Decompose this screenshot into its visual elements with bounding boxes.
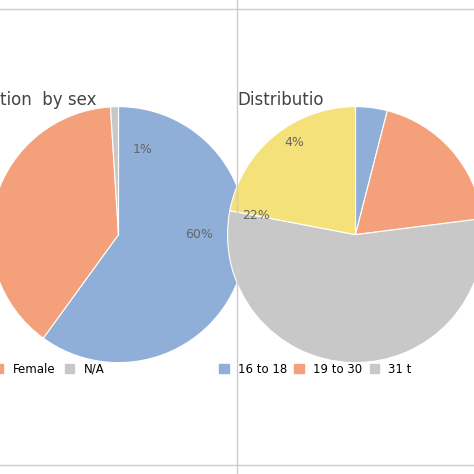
Wedge shape bbox=[43, 107, 246, 363]
Wedge shape bbox=[230, 107, 356, 235]
Wedge shape bbox=[0, 107, 118, 338]
Legend: 16 to 18, 19 to 30, 31 t: 16 to 18, 19 to 30, 31 t bbox=[219, 363, 412, 376]
Text: 4%: 4% bbox=[284, 136, 304, 149]
Legend: Female, N/A: Female, N/A bbox=[0, 363, 105, 376]
Text: Distributio: Distributio bbox=[237, 91, 323, 109]
Wedge shape bbox=[356, 110, 474, 235]
Text: 22%: 22% bbox=[242, 209, 270, 222]
Text: 1%: 1% bbox=[132, 143, 152, 156]
Text: tion  by sex: tion by sex bbox=[0, 91, 97, 109]
Text: 60%: 60% bbox=[185, 228, 213, 241]
Wedge shape bbox=[356, 107, 387, 235]
Wedge shape bbox=[110, 107, 118, 235]
Wedge shape bbox=[228, 210, 474, 363]
